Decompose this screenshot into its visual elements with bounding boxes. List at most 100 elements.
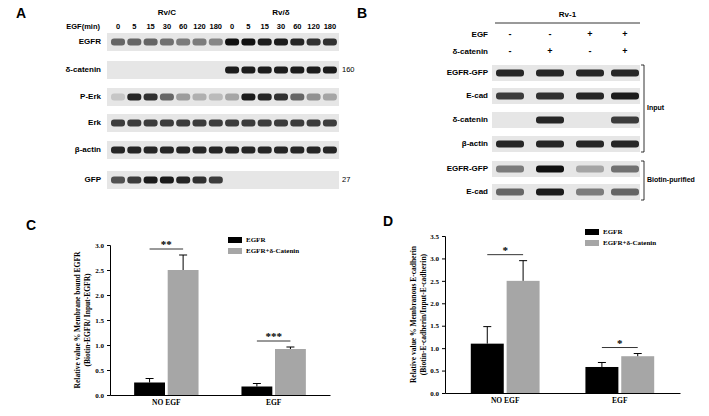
y-tick-mark bbox=[107, 320, 110, 321]
band bbox=[144, 120, 158, 127]
section-bracket bbox=[641, 65, 644, 152]
y-tick-label: 2.5 bbox=[95, 267, 104, 275]
marker-label: 27 bbox=[342, 175, 350, 184]
band bbox=[225, 120, 239, 127]
x-axis: NO EGF EGF bbox=[446, 394, 681, 406]
panel-letter: C bbox=[26, 217, 36, 233]
band bbox=[111, 120, 125, 127]
y-tick-label: 2.5 bbox=[430, 278, 439, 286]
x-tick-label: EGF bbox=[612, 396, 628, 405]
y-tick-label: 1.5 bbox=[430, 322, 439, 330]
band bbox=[241, 67, 255, 74]
band bbox=[241, 39, 255, 46]
band bbox=[611, 141, 639, 148]
x-axis-line bbox=[111, 395, 331, 396]
blot-a: Rv/CRv/δEGF(min)051530601201800515306012… bbox=[65, 8, 354, 189]
y-tick-mark bbox=[107, 245, 110, 246]
band bbox=[176, 177, 190, 184]
x-label: EGF(min) bbox=[66, 22, 100, 31]
condition-sign: + bbox=[547, 46, 552, 56]
legend-swatch bbox=[585, 229, 599, 235]
band bbox=[258, 120, 272, 127]
band bbox=[225, 94, 239, 101]
band bbox=[176, 39, 190, 46]
band bbox=[225, 39, 239, 46]
band bbox=[496, 93, 524, 100]
band bbox=[274, 147, 288, 154]
band bbox=[160, 39, 174, 46]
band bbox=[290, 67, 304, 74]
significance-label: * bbox=[502, 244, 508, 256]
y-tick: 3.0 bbox=[95, 242, 110, 250]
marker-label: 160 bbox=[342, 65, 355, 74]
band bbox=[307, 67, 321, 74]
condition-label: δ-catenin bbox=[452, 47, 488, 56]
band bbox=[111, 177, 125, 184]
blot-strip bbox=[492, 65, 640, 81]
bar bbox=[241, 387, 272, 396]
bar bbox=[275, 349, 306, 395]
band bbox=[258, 94, 272, 101]
x-tick: EGF bbox=[612, 396, 628, 405]
bar bbox=[134, 383, 165, 396]
condition-sign: - bbox=[509, 46, 512, 56]
legend-label: EGFR bbox=[246, 236, 266, 244]
lane-label: 60 bbox=[293, 22, 301, 31]
band bbox=[496, 141, 524, 148]
row-label: E-cad bbox=[466, 187, 488, 196]
y-tick-label: 3.0 bbox=[95, 242, 104, 250]
y-tick-mark bbox=[107, 370, 110, 371]
lane-label: 15 bbox=[261, 22, 269, 31]
y-axis: 0.00.51.01.52.02.53.03.5 bbox=[430, 233, 445, 398]
band bbox=[111, 39, 125, 46]
blot-strip bbox=[107, 88, 339, 106]
band bbox=[323, 147, 337, 154]
blot-strip bbox=[492, 88, 640, 104]
y-tick: 3.0 bbox=[430, 255, 445, 263]
section-bracket bbox=[641, 161, 644, 200]
y-tick-label: 0.5 bbox=[430, 367, 439, 375]
panel-letter: D bbox=[383, 213, 393, 229]
y-tick-mark bbox=[107, 345, 110, 346]
y-tick-mark bbox=[442, 281, 445, 282]
band bbox=[611, 70, 639, 77]
row-label: E-cad bbox=[466, 91, 488, 100]
panel-letter: A bbox=[16, 5, 26, 21]
y-tick: 0.5 bbox=[95, 367, 110, 375]
condition-sign: + bbox=[622, 46, 627, 56]
y-tick-label: 2.0 bbox=[430, 300, 439, 308]
legend-label: EGFR+δ-Catenin bbox=[246, 247, 299, 255]
band bbox=[209, 147, 223, 154]
band bbox=[193, 94, 207, 101]
band bbox=[258, 147, 272, 154]
lane-label: 120 bbox=[193, 22, 206, 31]
band bbox=[536, 166, 564, 173]
legend-swatch bbox=[585, 240, 599, 246]
band bbox=[127, 147, 141, 154]
band bbox=[576, 141, 604, 148]
bar bbox=[621, 356, 654, 393]
y-tick-label: 1.0 bbox=[430, 345, 439, 353]
error-bar bbox=[634, 354, 642, 357]
row-label: EGFR-GFP bbox=[447, 164, 489, 173]
panel-letter: B bbox=[357, 5, 367, 21]
x-tick-label: NO EGF bbox=[491, 396, 520, 405]
band bbox=[193, 147, 207, 154]
blot-strip bbox=[492, 161, 640, 177]
condition-sign: - bbox=[589, 46, 592, 56]
y-tick-label: 3.0 bbox=[430, 255, 439, 263]
x-tick: NO EGF bbox=[491, 396, 520, 405]
band bbox=[127, 120, 141, 127]
band bbox=[127, 177, 141, 184]
error-bar bbox=[179, 255, 187, 270]
band bbox=[225, 147, 239, 154]
row-label: EGFR-GFP bbox=[447, 68, 489, 77]
band bbox=[274, 120, 288, 127]
blot-strip bbox=[492, 184, 640, 200]
y-tick: 1.5 bbox=[430, 322, 445, 330]
band bbox=[576, 70, 604, 77]
band bbox=[176, 94, 190, 101]
band bbox=[160, 177, 174, 184]
row-label: P-Erk bbox=[80, 92, 101, 101]
significance-label: *** bbox=[265, 330, 282, 342]
